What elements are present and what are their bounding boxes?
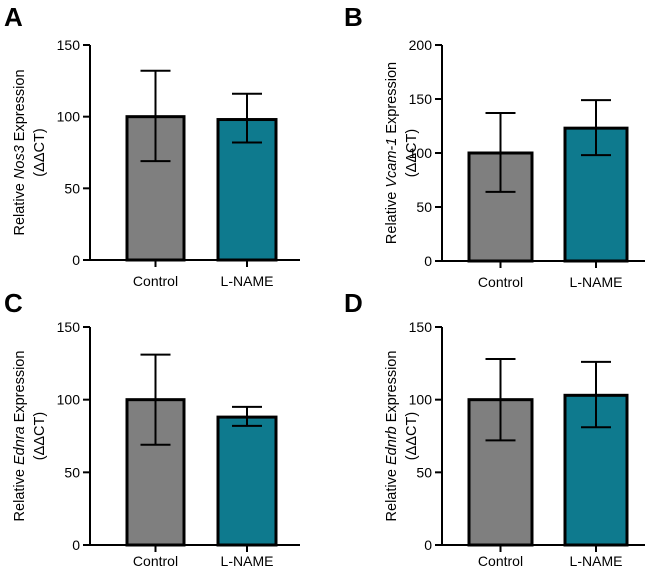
y-axis-label-units: (ΔΔCT): [32, 412, 48, 460]
y-tick-label: 200: [409, 37, 433, 53]
y-axis-label: Relative Ednrb Expression: [384, 351, 400, 522]
panel-letter: A: [4, 2, 23, 32]
y-label-prefix: Relative: [12, 179, 28, 235]
y-tick-label: 100: [409, 392, 433, 408]
y-tick-label: 150: [409, 319, 433, 335]
error-bar: [581, 99, 611, 157]
y-label-suffix: Expression: [12, 351, 28, 427]
x-category-label: Control: [133, 553, 178, 569]
y-label-gene: Nos3: [12, 145, 28, 179]
y-label-gene: Ednra: [12, 426, 28, 465]
bar-l-name: [216, 415, 278, 547]
y-tick-label: 100: [409, 145, 433, 161]
panel-c: C 0 50 100 150 Control L-NAME Relative Ednra Ex…: [4, 288, 300, 569]
y-label-gene: Ednrb: [384, 426, 400, 465]
x-category-label: Control: [478, 274, 523, 290]
y-axis-label-units: (ΔΔCT): [404, 129, 420, 177]
y-tick-label: 0: [72, 537, 80, 553]
y-label-prefix: Relative: [384, 188, 400, 244]
bar-control: [467, 151, 534, 263]
y-tick-label: 50: [64, 180, 80, 196]
panel-d: D 0 50 100 150 Control L-NAME Relative Ednrb Ex…: [344, 288, 645, 569]
x-category-label: L-NAME: [221, 273, 274, 289]
error-bar: [232, 92, 262, 144]
y-tick-label: 100: [57, 109, 81, 125]
x-category-label: Control: [478, 553, 523, 569]
x-category-label: L-NAME: [570, 274, 623, 290]
panel-letter: C: [4, 288, 23, 318]
y-tick-label: 50: [416, 199, 432, 215]
error-bar: [485, 112, 516, 193]
y-axis-label: Relative Vcam-1 Expression: [384, 62, 400, 244]
error-bar: [581, 360, 611, 429]
error-bar: [140, 69, 171, 163]
y-tick-label: 150: [409, 91, 433, 107]
y-label-prefix: Relative: [12, 465, 28, 521]
y-label-suffix: Expression: [12, 69, 28, 145]
y-tick-label: 50: [64, 464, 80, 480]
y-tick-label: 150: [57, 319, 81, 335]
y-axis-label: Relative Ednra Expression: [12, 351, 28, 522]
panel-b: B 0 50 100 150 200 Control L-NAME Relative Vcam-…: [344, 2, 645, 290]
x-category-label: L-NAME: [221, 553, 274, 569]
error-bar: [232, 405, 262, 427]
y-tick-label: 100: [57, 392, 81, 408]
y-axis-label-units: (ΔΔCT): [32, 128, 48, 176]
y-tick-label: 50: [416, 464, 432, 480]
y-tick-label: 0: [72, 252, 80, 268]
panel-letter: D: [344, 288, 363, 318]
y-tick-label: 0: [424, 253, 432, 269]
x-category-label: Control: [133, 273, 178, 289]
y-label-suffix: Expression: [384, 351, 400, 427]
panel-a: A 0 50 100 150 Control L-NAME Relative Nos3 Exp…: [4, 2, 300, 289]
panel-letter: B: [344, 2, 363, 32]
y-label-prefix: Relative: [384, 465, 400, 521]
error-bar: [485, 357, 516, 442]
y-tick-label: 0: [424, 537, 432, 553]
error-bar: [140, 353, 171, 446]
y-tick-label: 150: [57, 37, 81, 53]
y-axis-label-units: (ΔΔCT): [404, 412, 420, 460]
y-axis-label: Relative Nos3 Expression: [12, 69, 28, 235]
y-label-suffix: Expression: [384, 62, 400, 138]
x-category-label: L-NAME: [570, 553, 623, 569]
y-label-gene: Vcam-1: [384, 138, 400, 188]
